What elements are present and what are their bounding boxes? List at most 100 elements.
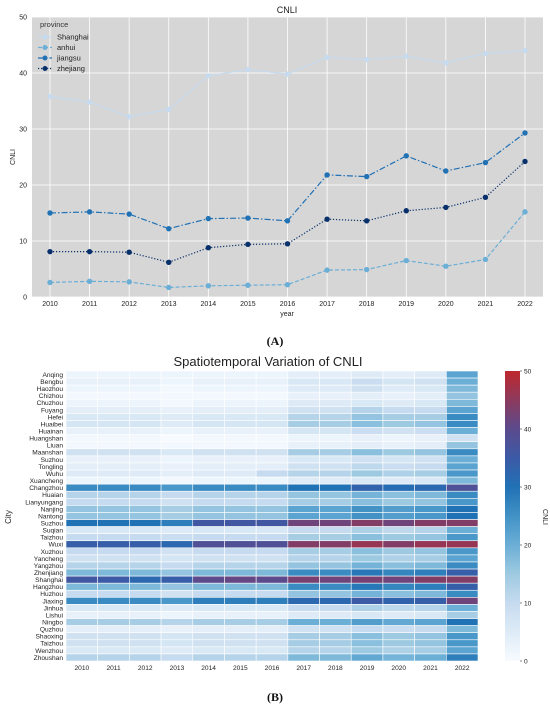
city-label: Nanjing — [41, 506, 64, 513]
heatmap-cell — [224, 505, 257, 513]
heatmap-cell — [160, 597, 194, 605]
heatmap-cell — [319, 455, 352, 464]
data-point-zhejiang — [363, 218, 370, 224]
year-label: 2011 — [106, 665, 121, 672]
data-point-anhui — [284, 281, 291, 288]
data-point-jiangsu — [205, 215, 212, 222]
heatmap-cell — [255, 413, 289, 421]
heatmap-cell — [160, 413, 194, 421]
heatmap-cell — [287, 505, 320, 513]
heatmap-cell — [255, 582, 289, 591]
heatmap-cell — [255, 625, 289, 634]
heatmap-cell — [129, 420, 162, 428]
heatmap-cell — [382, 589, 415, 598]
heatmap-cell — [129, 632, 162, 641]
heatmap-cell — [129, 611, 162, 619]
heatmap-cell — [255, 597, 289, 605]
heatmap-cell — [129, 526, 162, 534]
heatmap-cell — [446, 398, 479, 407]
heatmap-cell — [65, 526, 98, 534]
heatmap-cells — [65, 370, 479, 662]
city-label: Haozhou — [37, 386, 64, 393]
heatmap-cell — [224, 391, 257, 400]
city-label: Bengbu — [40, 379, 63, 386]
data-point-anhui — [166, 284, 172, 291]
heatmap-cell — [97, 498, 130, 506]
heatmap-cell — [160, 498, 194, 506]
heatmap-cell — [160, 448, 194, 457]
heatmap-cell — [255, 646, 289, 655]
city-label: Wuxi — [48, 542, 63, 549]
data-point-shanghai — [245, 66, 251, 73]
heatmap-cell — [414, 391, 447, 400]
heatmap-cell — [129, 505, 162, 513]
heatmap-cell — [414, 533, 447, 542]
heatmap-cell — [382, 625, 415, 634]
heatmap-cell — [97, 469, 130, 478]
heatmap-cell — [160, 540, 194, 549]
heatmap-cell — [350, 434, 384, 443]
year-label: 2012 — [138, 665, 153, 672]
heatmap-cell — [446, 413, 479, 421]
heatmap-cell — [382, 618, 415, 626]
heatmap-cell — [446, 554, 479, 563]
heatmap-cell — [382, 512, 415, 520]
heatmap-cell — [319, 653, 352, 662]
heatmap-cell — [255, 370, 289, 379]
year-labels: 2010 2011 2012 2013 2014 2015 2016 2017 2018 2019… — [75, 665, 470, 672]
heatmap-cell — [129, 427, 162, 435]
heatmap-cell — [382, 384, 415, 393]
city-labels: AnqingBengbuHaozhouChizhouChuzhouFuyangH… — [25, 372, 63, 662]
heatmap-cell — [97, 519, 130, 527]
heatmap-cell — [160, 561, 194, 570]
heatmap-cell — [350, 533, 384, 542]
heatmap-cell — [319, 540, 352, 549]
city-label: Tongling — [38, 464, 63, 471]
heatmap-cell — [255, 462, 289, 471]
city-label: Jinhua — [44, 605, 64, 612]
heatmap-cell — [255, 420, 289, 428]
city-label: Shanghai — [35, 577, 63, 584]
heatmap-cell — [97, 639, 130, 648]
heatmap-cell — [414, 469, 447, 478]
city-label: Fuyang — [41, 407, 63, 414]
heatmap-cell — [129, 618, 162, 626]
heatmap-cell — [160, 420, 194, 428]
heatmap-cell — [287, 540, 320, 549]
heatmap-cell — [287, 547, 320, 556]
heatmap-cell — [446, 462, 479, 471]
heatmap-cell — [319, 505, 352, 513]
heatmap-cell — [350, 490, 384, 499]
heatmap-cell — [319, 611, 352, 619]
heatmap-cell — [446, 490, 479, 499]
year-label: 2018 — [328, 665, 343, 672]
heatmap-cell — [129, 462, 162, 471]
heatmap-cell — [97, 632, 130, 641]
heatmap-cell — [192, 512, 225, 520]
heatmap-cell — [65, 547, 98, 556]
data-point-zhejiang — [166, 259, 172, 265]
y-tick-labels: 0 10 20 30 40 50 — [19, 15, 27, 302]
heatmap-cell — [65, 554, 98, 563]
heatmap-cell — [382, 505, 415, 513]
heatmap-cell — [129, 512, 162, 520]
heatmap-cell — [350, 575, 384, 584]
x-tick-labels: 2010 2011 2012 2013 2014 2015 2016 2017 2018 2019… — [42, 301, 533, 308]
heatmap-cell — [255, 611, 289, 619]
heatmap-cell — [97, 604, 130, 612]
heatmap-cell — [287, 512, 320, 520]
data-point-shanghai — [86, 99, 93, 105]
heatmap-cell — [224, 589, 257, 598]
heatmap-cell — [350, 540, 384, 549]
heatmap-cell — [129, 575, 162, 584]
heatmap-cell — [224, 618, 257, 626]
heatmap-cell — [382, 554, 415, 563]
heatmap-cell — [255, 568, 289, 577]
heatmap-cell — [65, 533, 98, 542]
heatmap-cell — [350, 462, 384, 471]
heatmap-cell — [224, 646, 257, 655]
heatmap-cell — [97, 568, 130, 577]
heatmap-cell — [350, 420, 384, 428]
heatmap-cell — [97, 575, 130, 584]
heatmap-cell — [414, 611, 447, 619]
